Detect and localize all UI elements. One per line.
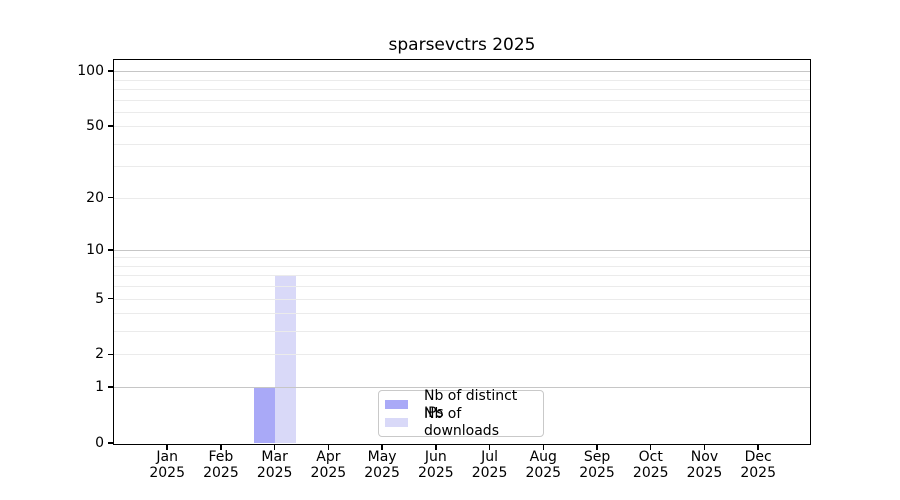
y-tick <box>108 353 114 356</box>
minor-gridline <box>114 257 810 259</box>
y-tick <box>108 125 114 127</box>
y-tick <box>108 196 114 199</box>
minor-gridline <box>114 111 810 113</box>
x-tick-label: Jul 2025 <box>471 449 508 481</box>
legend: Nb of distinct IPs Nb of downloads <box>378 388 544 439</box>
x-tick-label: Jun 2025 <box>418 449 454 481</box>
minor-gridline <box>114 313 810 315</box>
major-gridline <box>114 387 810 389</box>
x-tick <box>273 444 276 450</box>
x-tick <box>381 444 383 450</box>
y-tick-label: 2 <box>95 346 104 363</box>
y-tick <box>108 70 114 72</box>
x-tick <box>596 444 598 450</box>
x-tick-label: Apr 2025 <box>310 449 347 481</box>
x-tick <box>220 444 222 450</box>
minor-gridline <box>114 126 810 128</box>
y-tick <box>108 297 114 300</box>
y-tick <box>108 249 114 251</box>
chart-title: sparsevctrs 2025 <box>388 35 536 55</box>
y-tick <box>108 442 114 444</box>
x-tick-label: Aug 2025 <box>525 449 562 481</box>
legend-item-distinct-ips: Nb of distinct IPs <box>383 388 539 421</box>
x-tick <box>166 444 168 450</box>
minor-gridline <box>114 99 810 101</box>
minor-gridline <box>114 275 810 277</box>
minor-gridline <box>114 265 810 267</box>
minor-gridline <box>114 197 810 199</box>
x-tick <box>542 444 545 450</box>
minor-gridline <box>114 79 810 81</box>
x-tick-label: Nov 2025 <box>686 449 723 481</box>
x-tick-label: Mar 2025 <box>256 449 293 481</box>
y-tick-label: 10 <box>86 241 104 258</box>
minor-gridline <box>114 166 810 168</box>
x-tick-label: Sep 2025 <box>579 449 615 481</box>
legend-swatch-distinct-ips-icon <box>385 400 408 409</box>
bar-distinct-ips <box>253 387 275 443</box>
x-tick-label: May 2025 <box>364 449 400 481</box>
legend-item-downloads: Nb of downloads <box>383 406 539 439</box>
legend-swatch-downloads-icon <box>385 418 408 427</box>
x-tick-label: Dec 2025 <box>740 449 776 481</box>
minor-gridline <box>114 298 810 300</box>
legend-label-distinct-ips: Nb of distinct IPs <box>424 387 518 421</box>
bar-downloads <box>274 275 296 443</box>
y-tick-label: 20 <box>86 189 104 206</box>
x-tick-label: Oct 2025 <box>632 449 669 481</box>
major-gridline <box>114 71 810 73</box>
legend-label-downloads: Nb of downloads <box>424 405 499 439</box>
x-tick-label: Feb 2025 <box>203 449 239 481</box>
minor-gridline <box>114 354 810 356</box>
minor-gridline <box>114 286 810 288</box>
major-gridline <box>114 249 810 251</box>
minor-gridline <box>114 88 810 90</box>
y-tick-label: 50 <box>86 118 104 135</box>
x-tick <box>703 444 706 450</box>
y-tick-label: 100 <box>77 63 104 80</box>
minor-gridline <box>114 331 810 333</box>
minor-gridline <box>114 143 810 145</box>
x-tick <box>649 444 652 450</box>
x-tick <box>327 444 330 450</box>
y-tick-label: 5 <box>95 290 104 307</box>
y-tick-label: 0 <box>95 435 104 451</box>
y-tick <box>108 386 114 388</box>
x-tick <box>435 444 437 450</box>
y-tick-label: 1 <box>95 379 104 396</box>
x-tick-label: Jan 2025 <box>149 449 185 481</box>
x-tick <box>757 444 759 450</box>
x-tick <box>488 444 491 450</box>
